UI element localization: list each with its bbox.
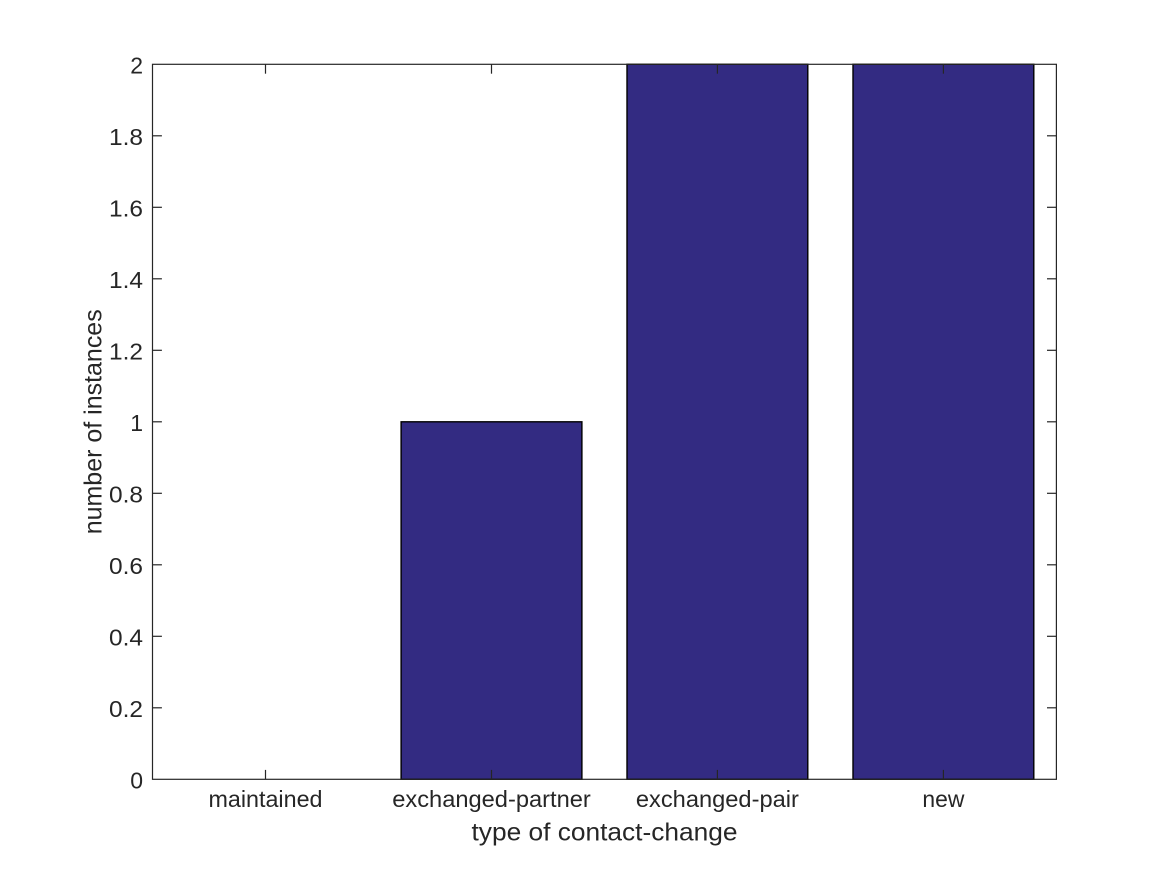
svg-text:0.8: 0.8 [109,481,143,507]
svg-text:0.2: 0.2 [109,696,143,722]
svg-text:exchanged-partner: exchanged-partner [392,786,591,812]
svg-text:0.6: 0.6 [109,553,143,579]
svg-text:1.2: 1.2 [109,338,143,364]
svg-text:1.8: 1.8 [109,124,143,150]
svg-text:number of instances: number of instances [80,309,108,534]
svg-text:0.4: 0.4 [109,624,143,650]
svg-text:new: new [922,786,964,812]
svg-text:1: 1 [130,410,143,436]
svg-text:1.6: 1.6 [109,195,143,221]
svg-text:type of contact-change: type of contact-change [472,819,738,847]
svg-text:exchanged-pair: exchanged-pair [636,786,799,812]
svg-text:maintained: maintained [209,786,323,812]
svg-text:2: 2 [130,52,143,78]
svg-text:1.4: 1.4 [109,267,143,293]
svg-text:0: 0 [130,767,143,793]
